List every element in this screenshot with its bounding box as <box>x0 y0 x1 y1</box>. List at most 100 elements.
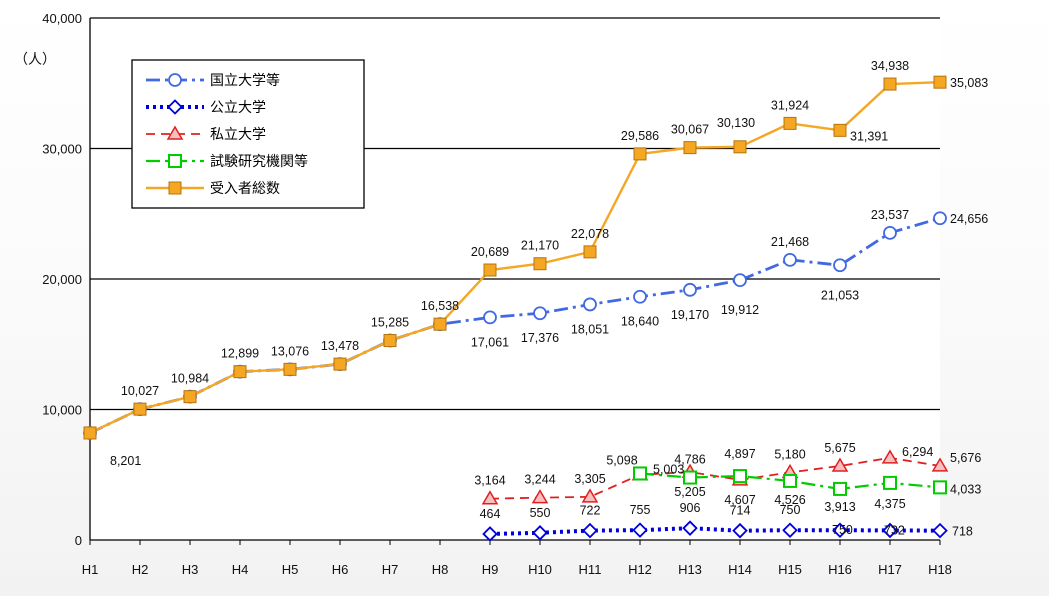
data-label-public: 732 <box>884 523 905 537</box>
series-line-total <box>89 80 941 435</box>
data-label-research: 5,098 <box>606 453 637 467</box>
data-label-total: 31,391 <box>850 129 888 143</box>
data-label-total: 31,924 <box>771 98 809 112</box>
data-label-research: 3,913 <box>824 500 855 514</box>
data-label-total: 20,689 <box>471 245 509 259</box>
data-point-national <box>933 211 947 226</box>
data-point-private <box>531 489 549 504</box>
data-label-total: 34,938 <box>871 59 909 73</box>
x-tick-label: H15 <box>778 562 802 577</box>
data-label-national: 18,640 <box>621 315 659 329</box>
data-label-private: 3,305 <box>574 472 605 486</box>
data-label-total: 22,078 <box>571 227 609 241</box>
data-label-total: 12,899 <box>221 347 259 361</box>
x-tick-label: H14 <box>728 562 752 577</box>
data-point-private <box>881 449 899 464</box>
y-tick-label: 30,000 <box>42 142 82 157</box>
y-tick-label: 0 <box>75 533 82 548</box>
data-label-national: 19,912 <box>721 303 759 317</box>
data-label-national: 24,656 <box>950 212 988 226</box>
legend-swatch-marker-private <box>166 125 184 140</box>
y-tick-label: 10,000 <box>42 403 82 418</box>
data-label-total: 13,076 <box>271 344 309 358</box>
x-tick-label: H6 <box>332 562 349 577</box>
data-point-total <box>233 365 247 379</box>
series-line-public <box>489 526 941 536</box>
data-point-private <box>831 457 849 472</box>
data-label-total: 15,285 <box>371 316 409 330</box>
data-point-research <box>733 469 747 484</box>
data-point-public <box>782 522 798 538</box>
data-point-private <box>581 488 599 503</box>
data-point-public <box>532 525 548 541</box>
data-point-total <box>583 245 597 259</box>
data-point-total <box>83 426 97 440</box>
data-point-private <box>481 490 499 505</box>
x-tick-label: H17 <box>878 562 902 577</box>
data-label-public: 464 <box>480 507 501 521</box>
data-point-public <box>482 526 498 542</box>
data-point-total <box>383 334 397 348</box>
data-point-national <box>633 289 647 304</box>
x-tick-label: H1 <box>82 562 99 577</box>
y-axis-unit-label: （人） <box>14 51 56 67</box>
data-point-total <box>633 147 647 161</box>
data-label-research: 4,033 <box>950 482 981 496</box>
x-tick-label: H7 <box>382 562 399 577</box>
legend-label-private: 私立大学 <box>210 126 266 142</box>
data-point-total <box>883 77 897 91</box>
data-label-total: 30,130 <box>717 116 755 130</box>
data-label-total: 21,170 <box>521 239 559 253</box>
data-label-total: 16,538 <box>421 299 459 313</box>
data-label-private: 5,676 <box>950 451 981 465</box>
data-label-private: 3,164 <box>474 474 505 488</box>
data-point-research <box>633 466 647 481</box>
x-tick-label: H9 <box>482 562 499 577</box>
data-point-total <box>133 402 147 416</box>
data-point-total <box>483 263 497 277</box>
data-label-research: 4,897 <box>724 447 755 461</box>
data-label-national: 17,061 <box>471 335 509 349</box>
data-point-total <box>833 123 847 137</box>
data-label-private: 5,180 <box>774 447 805 461</box>
data-point-total <box>933 75 947 89</box>
data-point-national <box>583 297 597 312</box>
x-tick-label: H13 <box>678 562 702 577</box>
y-tick-label: 20,000 <box>42 272 82 287</box>
data-label-public: 755 <box>630 503 651 517</box>
data-point-national <box>683 282 697 297</box>
data-label-national: 21,468 <box>771 235 809 249</box>
data-point-research <box>933 480 947 495</box>
data-point-research <box>783 473 797 488</box>
data-label-total: 8,201 <box>110 454 141 468</box>
x-tick-label: H4 <box>232 562 249 577</box>
x-tick-label: H16 <box>828 562 852 577</box>
data-point-research <box>883 475 897 490</box>
data-point-total <box>733 140 747 154</box>
data-label-total: 30,067 <box>671 123 709 137</box>
x-tick-label: H11 <box>579 562 602 577</box>
data-label-public: 714 <box>730 504 751 518</box>
data-point-public <box>632 522 648 538</box>
legend-swatch-marker-research <box>168 154 182 168</box>
legend-label-total: 受入者総数 <box>210 180 280 196</box>
data-point-public <box>732 522 748 539</box>
data-label-national: 17,376 <box>521 331 559 345</box>
data-label-public: 550 <box>530 506 551 520</box>
data-point-public <box>882 522 898 539</box>
data-point-total <box>183 390 197 404</box>
data-label-private: 5,205 <box>674 485 705 499</box>
series-line-national <box>89 216 941 435</box>
data-label-total: 10,984 <box>171 372 209 386</box>
legend-label-national: 国立大学等 <box>210 72 280 88</box>
x-tick-label: H8 <box>432 562 449 577</box>
data-point-national <box>733 273 747 288</box>
legend-swatch-marker-total <box>168 181 182 195</box>
legend-label-research: 試験研究機関等 <box>210 153 308 169</box>
x-tick-label: H3 <box>182 562 199 577</box>
data-point-total <box>783 116 797 130</box>
data-point-total <box>283 362 297 376</box>
data-point-public <box>582 522 598 539</box>
y-tick-label: 40,000 <box>42 11 82 26</box>
